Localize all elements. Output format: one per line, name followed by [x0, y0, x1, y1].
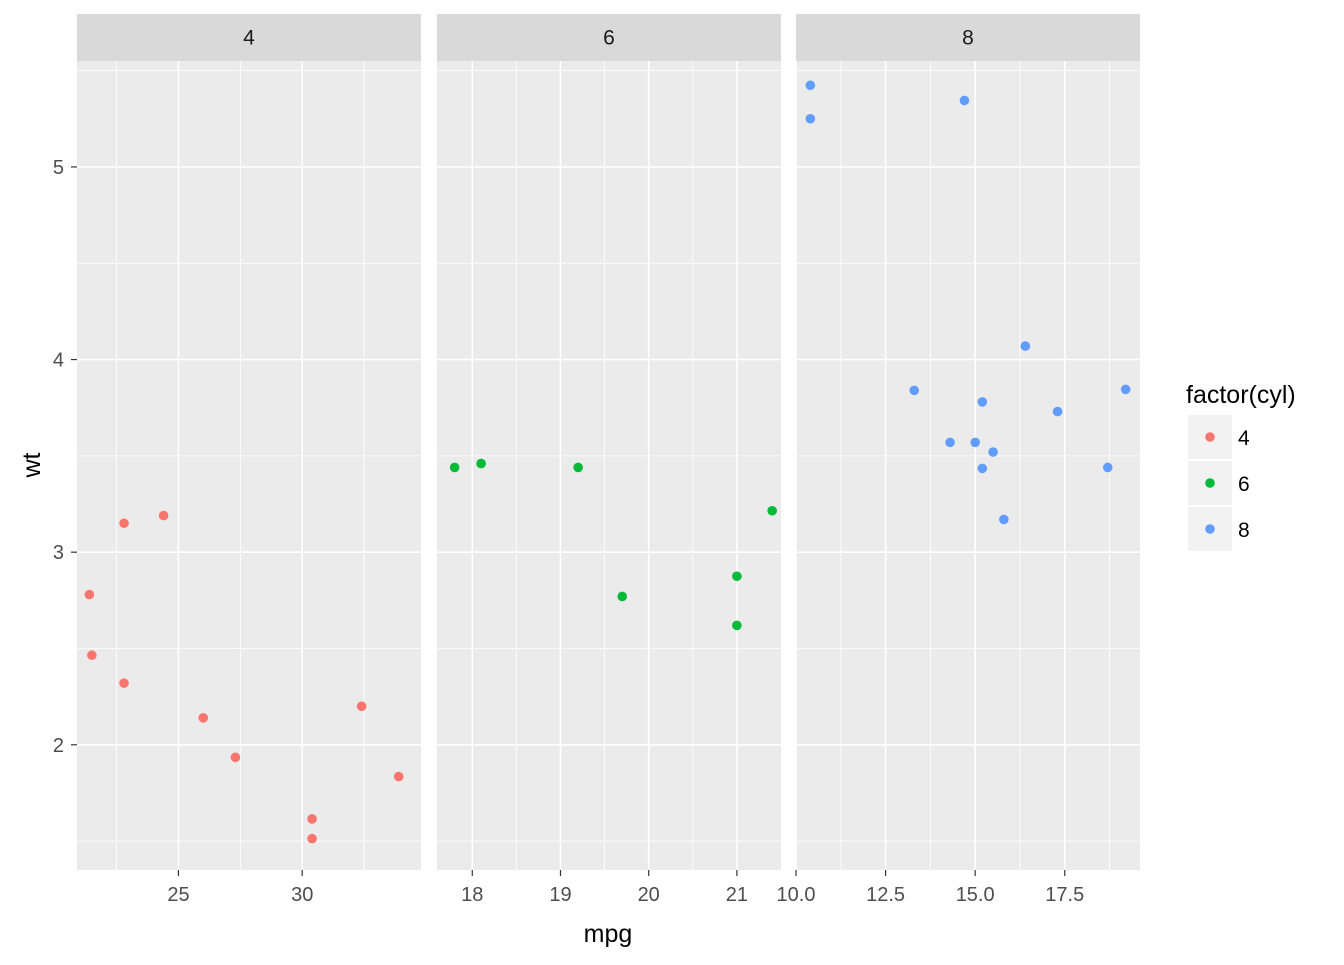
data-point	[959, 95, 970, 106]
data-point	[119, 678, 129, 688]
data-point	[119, 518, 129, 529]
data-point	[945, 437, 955, 448]
y-tick-label: 3	[53, 542, 64, 564]
x-tick-label: 30	[291, 884, 313, 906]
data-point	[767, 505, 777, 516]
y-axis-title: wt	[18, 452, 46, 478]
data-point	[909, 385, 920, 396]
data-point	[1120, 384, 1131, 395]
data-point	[449, 462, 460, 473]
data-point	[393, 771, 404, 782]
facet-strip-label: 6	[603, 27, 615, 50]
data-point	[977, 397, 988, 407]
data-point	[307, 814, 317, 824]
data-point	[732, 571, 742, 582]
x-tick-label: 25	[167, 884, 189, 906]
x-tick-label: 15.0	[956, 884, 995, 906]
panels-layer: 25 30 4 18 19 20 21 6 10.0 12.5 15.0 17.5 8	[77, 14, 1140, 906]
legend-item-4: 4	[1188, 415, 1250, 459]
legend-swatch	[1205, 524, 1215, 534]
legend-label: 8	[1238, 519, 1250, 542]
y-tick-label: 2	[53, 735, 64, 757]
data-point	[230, 752, 241, 763]
y-tick-label: 5	[53, 157, 64, 179]
legend-item-6: 6	[1188, 461, 1250, 505]
legend-swatch	[1205, 478, 1215, 488]
facet-panel-6: 18 19 20 21 6	[437, 14, 781, 906]
panel-background	[437, 61, 781, 870]
legend-label: 4	[1238, 427, 1250, 450]
data-point	[805, 113, 816, 124]
facet-strip-label: 4	[243, 27, 255, 50]
data-point	[198, 713, 209, 723]
panel-background	[77, 61, 421, 870]
x-tick-label: 19	[549, 884, 571, 906]
data-point	[988, 447, 998, 457]
legend-swatch	[1205, 432, 1215, 442]
data-point	[977, 463, 988, 474]
data-point	[617, 591, 628, 602]
legend: factor(cyl) 4 6 8	[1186, 381, 1296, 551]
legend-item-8: 8	[1188, 507, 1250, 551]
data-point	[476, 458, 486, 469]
y-tick-label: 4	[53, 350, 64, 372]
x-axis-title: mpg	[584, 920, 633, 948]
data-point	[1102, 462, 1113, 473]
facet-panel-4: 25 30 4	[77, 14, 421, 906]
x-tick-label: 18	[461, 884, 483, 906]
data-point	[1052, 406, 1063, 417]
facet-strip-label: 8	[962, 27, 974, 50]
data-point	[970, 437, 980, 448]
panel-background	[796, 61, 1140, 870]
data-point	[158, 510, 169, 521]
facet-panel-8: 10.0 12.5 15.0 17.5 8	[777, 14, 1140, 906]
facet-strip	[77, 14, 421, 61]
x-tick-label: 10.0	[777, 884, 816, 906]
data-point	[732, 620, 742, 631]
x-tick-label: 12.5	[866, 884, 905, 906]
data-point	[805, 80, 816, 91]
data-point	[1020, 341, 1031, 351]
data-point	[84, 589, 95, 600]
x-tick-label: 20	[638, 884, 660, 906]
data-point	[573, 462, 583, 473]
data-point	[307, 833, 317, 844]
y-axis: 2 3 4 5	[53, 157, 77, 757]
x-tick-label: 21	[726, 884, 748, 906]
x-tick-label: 17.5	[1045, 884, 1084, 906]
data-point	[87, 650, 97, 661]
legend-label: 6	[1238, 473, 1250, 496]
data-point	[999, 514, 1009, 525]
facet-strip	[796, 14, 1140, 61]
facet-strip	[437, 14, 781, 61]
data-point	[356, 701, 367, 712]
legend-title: factor(cyl)	[1186, 381, 1296, 409]
